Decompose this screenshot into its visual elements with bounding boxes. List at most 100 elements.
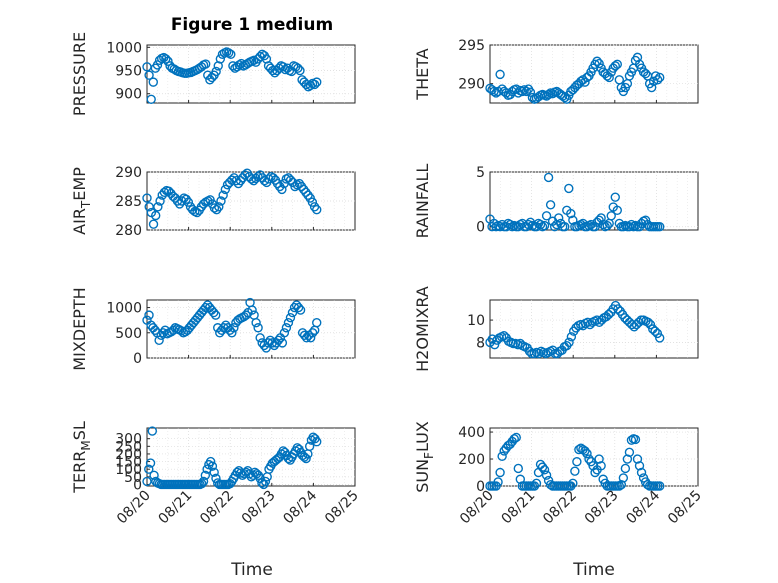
mixdepth-data-point (219, 323, 229, 333)
rainfall-ytick-label: 5 (476, 165, 485, 181)
sunflux-data-point (539, 465, 550, 475)
sunflux-data-point (509, 434, 519, 444)
pressure-data-point (280, 64, 290, 75)
h2omixra-axes: 8 10 H2OMIXRA (413, 286, 699, 372)
theta-data-point (592, 56, 602, 66)
h2omixra-data-point (534, 348, 544, 359)
rainfall-ylabel: RAINFALL (413, 164, 432, 239)
theta-data-point (594, 58, 604, 69)
airtemp-data-point (159, 187, 170, 198)
airtemp-data-point (264, 174, 274, 184)
terrmsl-data-point (301, 453, 311, 464)
airtemp-ytick-label: 280 (115, 223, 142, 239)
rainfall-data-point (560, 222, 570, 232)
theta-data-point (653, 75, 663, 85)
airtemp-data-point (153, 202, 163, 212)
mixdepth-data-point (255, 333, 265, 343)
pressure-data-point (312, 77, 322, 87)
x-axis-label-left: Time (230, 560, 273, 580)
terrmsl-xtick-label: 08/20 (114, 488, 154, 528)
mixdepth-data-point (247, 305, 257, 315)
airtemp-data-point (253, 171, 263, 182)
sunflux-ytick-label: 200 (458, 452, 485, 468)
sunflux-data-point (620, 463, 631, 474)
rainfall-data-point (541, 211, 552, 221)
airtemp-ylabel: AIRTEMP (70, 167, 93, 235)
h2omixra-data-point (603, 309, 614, 320)
pressure-data-point (226, 49, 236, 59)
sunflux-data-point (632, 454, 643, 464)
h2omixra-ytick-label: 10 (467, 313, 485, 329)
mixdepth-data-point (277, 338, 288, 348)
rainfall-data-point (640, 215, 651, 225)
mixdepth-data-point (287, 307, 298, 318)
terrmsl-xtick-label: 08/21 (156, 488, 196, 528)
airtemp-data-point (220, 184, 231, 195)
terrmsl-data-point (205, 456, 216, 467)
theta-data-point (646, 82, 657, 93)
rainfall-data-point (598, 219, 608, 230)
pressure-data-point (161, 54, 171, 64)
airtemp-data-point (151, 210, 161, 221)
mixdepth-data-point (285, 312, 296, 323)
airtemp-ytick-label: 285 (115, 194, 142, 210)
sunflux-data-point (541, 470, 552, 480)
mixdepth-data-point (253, 323, 263, 333)
pressure-axes: 900 950 1000 PRESSURE (70, 32, 356, 116)
sunflux-data-point (634, 461, 645, 471)
mixdepth-data-point (227, 328, 237, 338)
pressure-ytick-label: 950 (115, 64, 142, 80)
h2omixra-data-point (643, 317, 653, 328)
pressure-data-point (295, 65, 305, 76)
sunflux-data-point (493, 477, 503, 487)
terrmsl-data-point (197, 479, 207, 489)
mixdepth-data-point (210, 310, 221, 320)
sunflux-ytick-label: 400 (458, 425, 485, 441)
sunflux-data-point (570, 466, 580, 476)
terrmsl-ytick-label: 150 (115, 455, 142, 471)
terrmsl-ytick-label: 300 (115, 432, 142, 448)
airtemp-data-point (285, 175, 296, 185)
terrmsl-data-point (149, 470, 159, 481)
airtemp-data-point (301, 187, 311, 198)
h2omixra-data-point (566, 332, 577, 342)
airtemp-data-point (312, 204, 322, 215)
rainfall-data-point (568, 215, 578, 225)
mixdepth-data-point (154, 335, 164, 346)
sunflux-data-point (618, 473, 629, 483)
airtemp-data-point (142, 193, 152, 203)
airtemp-data-point (209, 203, 220, 213)
h2omixra-data-point (499, 330, 509, 341)
terrmsl-xtick-label: 08/25 (322, 488, 362, 528)
terrmsl-data-point (304, 441, 315, 452)
sunflux-data-point (515, 474, 526, 484)
terrmsl-xtick-label: 08/24 (280, 487, 320, 527)
mixdepth-axes: 0 500 1000 MIXDEPTH (70, 287, 356, 371)
sunflux-xtick-label: 08/23 (582, 488, 622, 528)
airtemp-data-point (303, 190, 313, 200)
rainfall-data-point (566, 208, 576, 219)
mixdepth-data-point (229, 323, 239, 333)
sunflux-data-point (630, 434, 641, 445)
airtemp-data-point (148, 219, 159, 229)
pressure-ytick-label: 900 (115, 87, 142, 103)
sunflux-data-point (655, 481, 665, 491)
mixdepth-data-point (279, 328, 290, 338)
pressure-data-point (228, 61, 238, 71)
pressure-data-point (309, 79, 320, 90)
x-axis-label-right: Time (572, 560, 615, 580)
sunflux-data-point (590, 467, 600, 478)
pressure-data-point (224, 48, 234, 58)
pressure-data-point (255, 51, 265, 62)
theta-data-point (543, 89, 554, 100)
pressure-data-point (211, 66, 221, 77)
sunflux-ylabel: SUNFLUX (413, 421, 436, 493)
rainfall-data-point (543, 172, 554, 183)
h2omixra-data-point (582, 317, 593, 328)
mixdepth-data-point (305, 333, 316, 343)
mixdepth-data-point (267, 338, 277, 348)
sunflux-data-point (495, 467, 505, 478)
mixdepth-data-point (295, 305, 306, 315)
sunflux-ytick-label: 0 (476, 479, 485, 495)
